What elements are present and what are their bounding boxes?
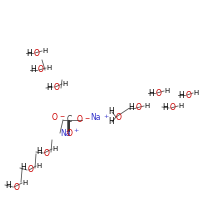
Text: O: O xyxy=(14,182,20,192)
Text: H: H xyxy=(26,48,32,58)
Text: H: H xyxy=(5,180,11,190)
Text: O: O xyxy=(67,129,73,138)
Text: H: H xyxy=(164,88,169,94)
Text: O: O xyxy=(52,114,58,122)
Text: O: O xyxy=(156,88,162,98)
Text: O: O xyxy=(34,48,40,58)
Text: H: H xyxy=(20,164,26,172)
Text: C: C xyxy=(67,116,72,124)
Text: Na: Na xyxy=(90,114,101,122)
Text: H: H xyxy=(162,102,168,112)
Text: H: H xyxy=(22,180,27,186)
Text: H: H xyxy=(36,148,42,156)
Text: −: − xyxy=(59,114,64,118)
Text: H: H xyxy=(62,81,67,87)
Text: H: H xyxy=(30,66,36,74)
Text: H: H xyxy=(52,146,57,152)
Text: H: H xyxy=(36,163,41,169)
Text: H: H xyxy=(148,88,154,98)
Text: H: H xyxy=(178,103,183,109)
Text: H: H xyxy=(108,117,114,127)
Text: O: O xyxy=(116,112,122,121)
Text: H: H xyxy=(46,65,51,71)
Text: O: O xyxy=(136,104,142,112)
Text: O: O xyxy=(54,82,60,92)
Text: +: + xyxy=(103,114,108,118)
Text: O: O xyxy=(186,90,192,99)
Text: H: H xyxy=(108,108,114,116)
Text: H: H xyxy=(46,84,52,92)
Text: H: H xyxy=(193,90,198,96)
Text: +: + xyxy=(73,129,78,134)
Text: O: O xyxy=(77,116,83,124)
Text: O: O xyxy=(38,66,44,74)
Text: O: O xyxy=(170,104,176,112)
Text: O: O xyxy=(44,148,50,158)
Text: H: H xyxy=(144,103,149,109)
Text: H: H xyxy=(128,104,134,112)
Text: H: H xyxy=(178,90,184,99)
Text: O: O xyxy=(28,166,34,174)
Text: H: H xyxy=(42,48,47,54)
Text: Na: Na xyxy=(60,129,70,138)
Text: −: − xyxy=(84,116,89,120)
